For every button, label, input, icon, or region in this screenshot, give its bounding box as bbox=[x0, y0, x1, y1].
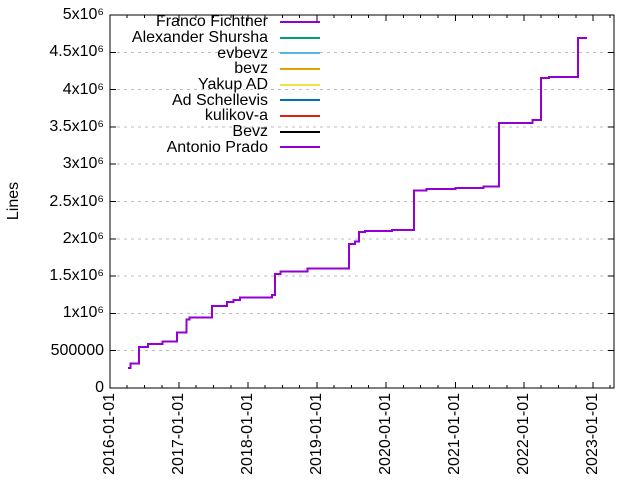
legend-entry-label: bevz bbox=[234, 60, 268, 78]
legend-line-sample-icon bbox=[280, 83, 320, 86]
legend-entry-label: Ad Schellevis bbox=[171, 91, 268, 109]
legend-entry: Antonio Prado bbox=[60, 138, 320, 156]
legend-entry-label: kulikov-a bbox=[204, 107, 268, 125]
lines-step-curve bbox=[128, 37, 587, 369]
legend-line-sample-icon bbox=[280, 36, 320, 39]
y-tick-label: 2x10⁶ bbox=[62, 229, 104, 247]
x-tick-label: 2018-01-01 bbox=[239, 393, 257, 475]
legend-entry-label: Alexander Shursha bbox=[131, 29, 268, 47]
x-tick-label: 2023-01-01 bbox=[584, 393, 602, 475]
legend-entry: Franco Fichtner bbox=[60, 14, 320, 30]
legend-line-sample-icon bbox=[280, 20, 320, 23]
x-tick-label: 2021-01-01 bbox=[446, 393, 464, 475]
legend-entry-label: Yakup AD bbox=[198, 76, 268, 94]
y-tick-label: 5x10⁶ bbox=[62, 6, 104, 23]
legend-line-sample-icon bbox=[280, 114, 320, 117]
legend-line-sample-icon bbox=[280, 130, 320, 133]
y-tick-label: 4x10⁶ bbox=[62, 80, 104, 98]
legend-entry: Bevz bbox=[60, 124, 320, 140]
y-tick-label: 3x10⁶ bbox=[62, 155, 104, 173]
x-tick-label: 2019-01-01 bbox=[308, 393, 326, 475]
legend-entry-label: Antonio Prado bbox=[166, 138, 268, 156]
legend-line-sample-icon bbox=[280, 99, 320, 102]
legend-entry: bevz bbox=[60, 61, 320, 77]
legend-entry-label: Bevz bbox=[232, 123, 268, 141]
y-axis-title: Lines bbox=[5, 181, 22, 221]
legend-entry: Alexander Shursha bbox=[60, 30, 320, 46]
y-tick-label: 3.5x10⁶ bbox=[49, 117, 104, 135]
y-tick-label: 2.5x10⁶ bbox=[49, 192, 104, 210]
x-tick-label: 2016-01-01 bbox=[101, 393, 118, 475]
legend-entry: kulikov-a bbox=[60, 108, 320, 124]
legend-line-sample-icon bbox=[280, 67, 320, 70]
y-tick-label: 500000 bbox=[50, 341, 104, 359]
legend-entry-label: Franco Fichtner bbox=[155, 13, 268, 31]
legend-line-sample-icon bbox=[280, 52, 320, 55]
legend-entry: Yakup AD bbox=[60, 77, 320, 93]
y-tick-label: 0 bbox=[95, 379, 104, 396]
legend-entry: Ad Schellevis bbox=[60, 92, 320, 108]
y-tick-label: 4.5x10⁶ bbox=[49, 43, 104, 61]
x-tick-label: 2017-01-01 bbox=[170, 393, 188, 475]
x-tick-label: 2022-01-01 bbox=[515, 393, 533, 475]
x-tick-label: 2020-01-01 bbox=[377, 393, 395, 475]
legend-entry: evbevz bbox=[60, 45, 320, 61]
legend: Franco Fichtner Alexander Shursha evbevz be… bbox=[60, 14, 320, 155]
y-tick-label: 1x10⁶ bbox=[62, 304, 104, 322]
legend-entry-label: evbevz bbox=[217, 44, 268, 62]
plot-border bbox=[109, 14, 615, 389]
y-tick-label: 1.5x10⁶ bbox=[49, 267, 104, 285]
legend-line-sample-icon bbox=[280, 146, 320, 149]
